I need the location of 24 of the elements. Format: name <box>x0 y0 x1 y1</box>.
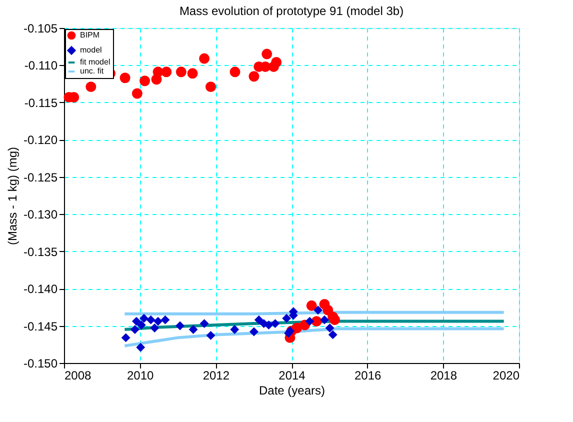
legend-label: model <box>80 46 102 54</box>
legend-label: BIPM <box>80 30 100 40</box>
y-tick-label: -0.115 <box>24 96 58 110</box>
y-axis-title: (Mass - 1 kg) (mg) <box>5 146 20 246</box>
x-tick-label: 2016 <box>354 368 382 382</box>
y-tick-label: -0.135 <box>23 244 58 259</box>
x-tick-label: 2008 <box>64 368 92 382</box>
legend-label: unc. fit <box>80 66 104 76</box>
y-tick-label: -0.105 <box>23 22 58 36</box>
y-tick-label: -0.140 <box>23 282 58 296</box>
x-tick-label: 2012 <box>202 368 230 382</box>
y-tick-label: -0.150 <box>23 356 58 370</box>
x-tick-label: 2018 <box>430 368 458 382</box>
y-tick-label: -0.145 <box>23 319 58 334</box>
x-tick-label: 2020 <box>492 368 520 382</box>
y-tick-label: -0.110 <box>24 58 58 73</box>
x-tick-label: 2010 <box>126 368 154 382</box>
x-tick-label: 2014 <box>278 368 306 382</box>
legend-label: fit model <box>80 58 110 66</box>
y-tick-label: -0.125 <box>23 170 58 184</box>
x-axis-title: Date (years) <box>258 384 326 398</box>
y-tick-label: -0.130 <box>23 208 58 222</box>
y-tick-label: -0.120 <box>23 133 58 148</box>
chart-title: Mass evolution of prototype 91 (model 3b) <box>179 4 404 18</box>
